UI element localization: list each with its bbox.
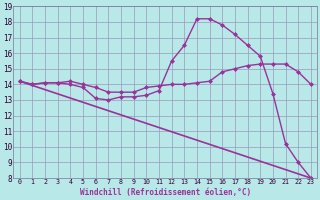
X-axis label: Windchill (Refroidissement éolien,°C): Windchill (Refroidissement éolien,°C) (80, 188, 251, 197)
